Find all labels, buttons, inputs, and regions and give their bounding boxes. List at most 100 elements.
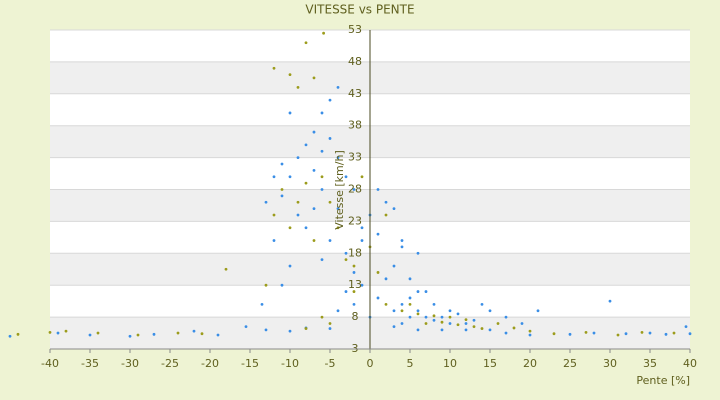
point [352,271,356,274]
point [408,296,412,300]
point [280,283,284,287]
point [296,200,300,204]
point [320,315,324,319]
point [384,302,388,306]
point [328,98,332,102]
point [136,333,140,337]
point [400,239,404,242]
point [312,168,316,172]
point [312,207,316,211]
point [360,226,364,230]
point [416,328,420,332]
point [64,329,68,333]
point [376,232,380,236]
point [688,332,692,336]
x-tick-label: -25 [161,357,179,370]
point [272,66,276,70]
point [128,334,132,338]
point [328,200,332,204]
point [408,277,412,281]
point [648,331,652,335]
point [400,309,404,313]
point [464,318,468,322]
point [260,302,264,306]
point [360,175,364,179]
point [400,322,404,325]
point [400,245,404,249]
point [96,331,100,335]
point [328,239,332,242]
point [528,329,532,333]
point [664,332,668,336]
point [584,331,588,334]
point [448,315,452,319]
point [360,283,364,287]
point [488,309,492,313]
x-tick-label: 30 [603,357,617,370]
point [536,309,540,313]
y-tick-label: 8 [352,310,359,323]
point [352,188,356,191]
point [328,322,332,325]
point [216,333,220,337]
point [56,331,60,335]
point [296,156,300,160]
y-tick-label: 33 [348,151,362,164]
point [504,315,508,319]
point [272,175,276,179]
point [336,86,340,89]
point [416,290,420,293]
point [328,137,332,140]
point [200,332,204,336]
point [312,239,316,242]
point [472,325,476,329]
y-tick-label: 43 [348,87,362,100]
point [288,329,292,333]
point [288,111,292,115]
x-tick-label: 35 [643,357,657,370]
point [440,315,444,319]
point [360,239,364,242]
point [624,332,628,336]
point [512,326,516,330]
point [320,258,324,262]
point [480,302,484,306]
y-tick-label: 48 [348,55,362,68]
point [344,290,348,293]
point [552,332,556,336]
point [336,156,340,160]
point [408,315,412,319]
point [296,213,300,217]
point [322,31,325,35]
point [464,328,468,332]
point [416,309,420,313]
point [320,111,324,115]
point [320,149,324,153]
point [520,322,524,325]
point [376,188,380,191]
x-tick-label: -30 [121,357,139,370]
point [192,329,196,333]
point [352,264,356,268]
point [304,41,308,45]
point [424,290,428,293]
point [244,325,248,329]
point [224,267,228,271]
y-tick-label: 13 [348,278,362,291]
point [376,271,380,274]
point [384,277,388,281]
point [424,315,428,319]
y-axis-title: Vitesse [km/h] [333,150,346,230]
point [488,328,492,332]
x-axis-title: Pente [%] [636,374,690,387]
point [16,332,20,336]
point [272,239,276,242]
y-tick-label: 53 [348,23,362,36]
point [264,328,268,332]
y-tick-label: 28 [348,183,362,196]
point [408,302,412,306]
point [176,331,180,335]
x-tick-label: -10 [281,357,299,370]
point [288,226,292,230]
